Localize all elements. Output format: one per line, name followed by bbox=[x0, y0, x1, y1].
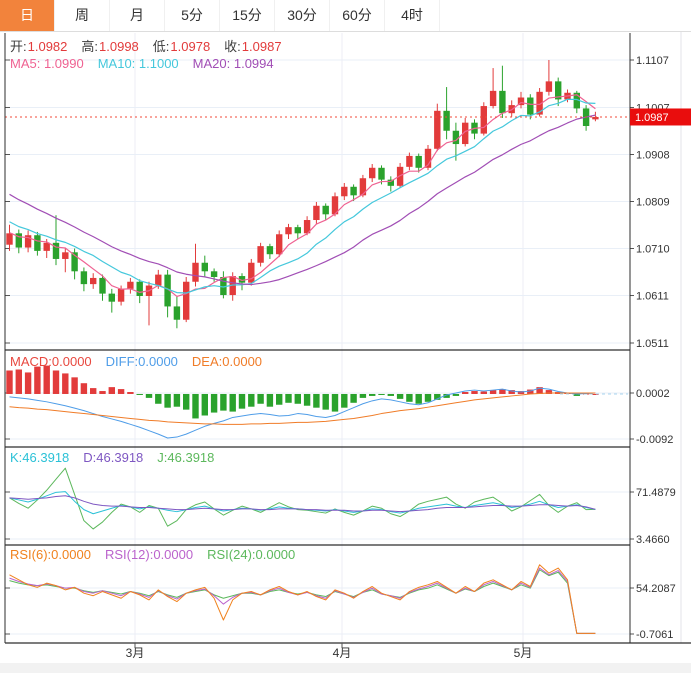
svg-text:71.4879: 71.4879 bbox=[636, 487, 676, 499]
svg-text:3.4660: 3.4660 bbox=[636, 534, 670, 546]
svg-text:-0.0092: -0.0092 bbox=[636, 434, 673, 446]
tab-monthly[interactable]: 月 bbox=[110, 0, 165, 31]
svg-text:1.0611: 1.0611 bbox=[636, 291, 669, 303]
tab-daily[interactable]: 日 bbox=[0, 0, 55, 31]
tab-15min[interactable]: 15分 bbox=[220, 0, 275, 31]
svg-text:5月: 5月 bbox=[514, 646, 533, 660]
tab-4hour[interactable]: 4时 bbox=[385, 0, 440, 31]
svg-text:0.0002: 0.0002 bbox=[636, 388, 670, 400]
svg-text:1.0710: 1.0710 bbox=[636, 244, 670, 256]
svg-text:1.0511: 1.0511 bbox=[636, 338, 669, 350]
tab-weekly[interactable]: 周 bbox=[55, 0, 110, 31]
svg-text:54.2087: 54.2087 bbox=[636, 583, 676, 595]
timeframe-tabbar: 日 周 月 5分 15分 30分 60分 4时 bbox=[0, 0, 691, 32]
svg-text:3月: 3月 bbox=[126, 646, 145, 660]
tab-5min[interactable]: 5分 bbox=[165, 0, 220, 31]
tab-60min[interactable]: 60分 bbox=[330, 0, 385, 31]
svg-text:-0.7061: -0.7061 bbox=[636, 629, 673, 641]
svg-text:1.1107: 1.1107 bbox=[636, 55, 669, 67]
svg-text:1.0987: 1.0987 bbox=[635, 112, 669, 124]
chart-area: 1.11071.10071.09081.08091.07101.06111.05… bbox=[0, 32, 691, 673]
svg-text:4月: 4月 bbox=[333, 646, 352, 660]
tab-30min[interactable]: 30分 bbox=[275, 0, 330, 31]
svg-text:1.0908: 1.0908 bbox=[636, 149, 670, 161]
svg-text:1.0809: 1.0809 bbox=[636, 197, 670, 209]
chart-canvas[interactable]: 1.11071.10071.09081.08091.07101.06111.05… bbox=[0, 32, 691, 673]
